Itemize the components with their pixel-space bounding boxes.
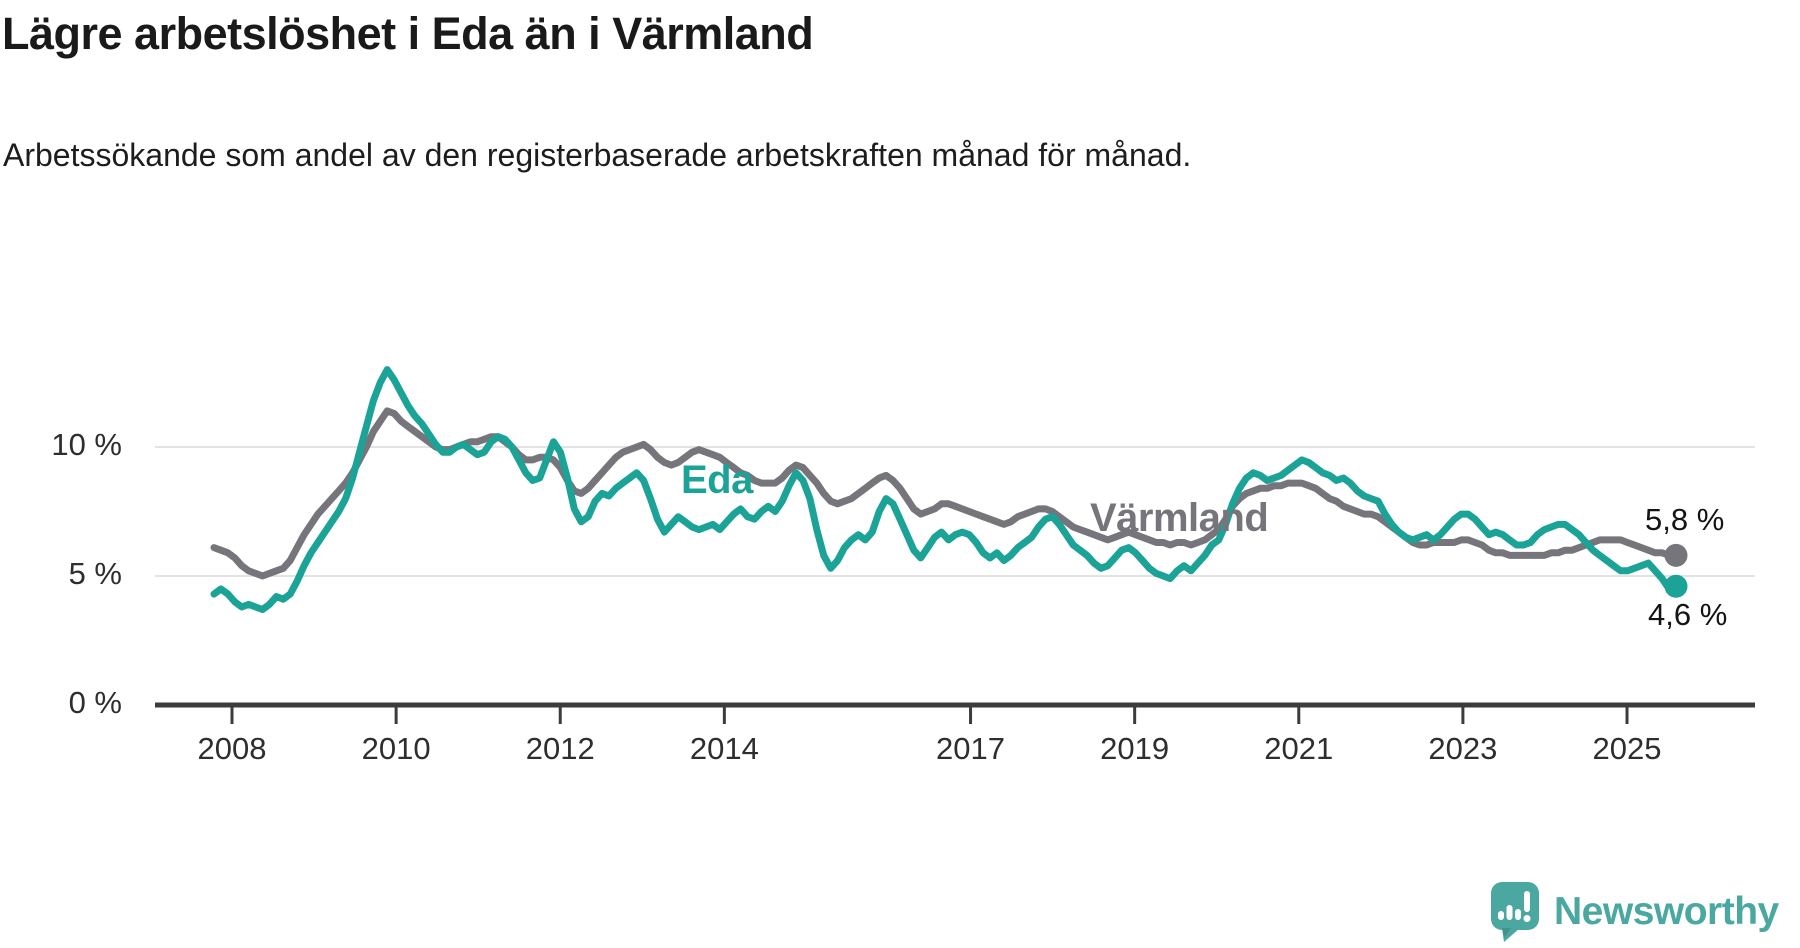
x-tick-label-2025: 2025 bbox=[1592, 731, 1662, 766]
x-tick-label-2014: 2014 bbox=[689, 731, 759, 766]
x-tick-label-2012: 2012 bbox=[525, 731, 595, 766]
y-tick-label-5: 5 % bbox=[68, 556, 122, 591]
y-tick-label-0: 0 % bbox=[68, 685, 122, 720]
series-label-eda: Eda bbox=[681, 458, 753, 502]
y-tick-label-10: 10 % bbox=[51, 427, 122, 462]
x-tick-label-2010: 2010 bbox=[361, 731, 431, 766]
varmland-end-dot bbox=[1664, 543, 1688, 567]
x-tick-label-2021: 2021 bbox=[1264, 731, 1334, 766]
newsworthy-wordmark: Newsworthy bbox=[1554, 890, 1779, 933]
chart-subtitle: Arbetssökande som andel av den registerb… bbox=[3, 137, 1192, 173]
x-tick-label-2019: 2019 bbox=[1100, 731, 1170, 766]
end-value-label-eda: 4,6 % bbox=[1648, 597, 1728, 632]
x-tick-label-2023: 2023 bbox=[1428, 731, 1498, 766]
x-tick-label-2017: 2017 bbox=[936, 731, 1006, 766]
page-title: Lägre arbetslöshet i Eda än i Värmland bbox=[2, 8, 814, 59]
series-label-varmland: Värmland bbox=[1090, 496, 1269, 540]
eda-line bbox=[210, 366, 1680, 613]
eda-end-dot bbox=[1664, 574, 1688, 598]
end-value-label-varmland: 5,8 % bbox=[1645, 502, 1725, 537]
x-tick-label-2008: 2008 bbox=[197, 731, 267, 766]
newsworthy-logo: Newsworthy bbox=[1489, 880, 1779, 944]
bar-chart-speech-bubble-icon bbox=[1491, 882, 1539, 942]
